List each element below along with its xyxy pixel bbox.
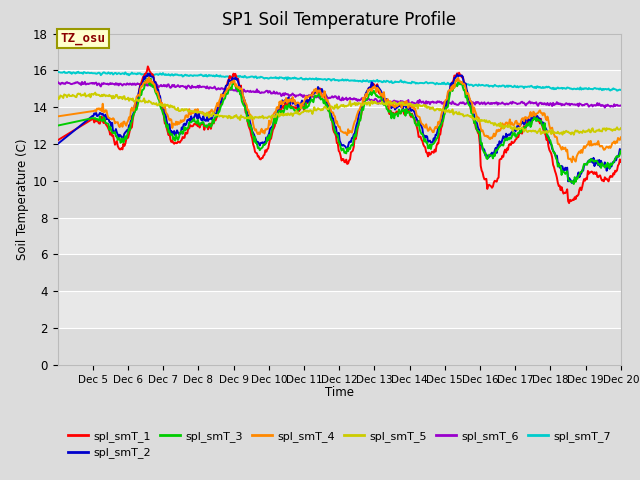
Legend: spl_smT_1, spl_smT_2, spl_smT_3, spl_smT_4, spl_smT_5, spl_smT_6, spl_smT_7: spl_smT_1, spl_smT_2, spl_smT_3, spl_smT… <box>63 427 615 463</box>
Bar <box>58 328 621 365</box>
Bar <box>58 34 621 71</box>
Bar <box>58 71 621 107</box>
Y-axis label: Soil Temperature (C): Soil Temperature (C) <box>16 138 29 260</box>
Text: TZ_osu: TZ_osu <box>60 32 106 45</box>
Bar <box>58 144 621 181</box>
Bar <box>58 254 621 291</box>
Title: SP1 Soil Temperature Profile: SP1 Soil Temperature Profile <box>222 11 456 29</box>
Bar <box>58 181 621 217</box>
X-axis label: Time: Time <box>324 386 354 399</box>
Bar <box>58 217 621 254</box>
Bar <box>58 291 621 328</box>
Bar <box>58 107 621 144</box>
